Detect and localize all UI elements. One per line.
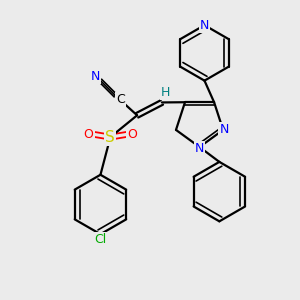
Text: O: O — [127, 128, 137, 141]
Text: C: C — [116, 93, 125, 106]
Text: O: O — [84, 128, 94, 141]
Text: Cl: Cl — [94, 233, 106, 246]
Text: H: H — [161, 86, 170, 99]
Text: S: S — [106, 130, 115, 145]
Text: N: N — [91, 70, 100, 83]
Text: N: N — [195, 142, 204, 154]
Text: N: N — [200, 19, 209, 32]
Text: N: N — [219, 123, 229, 136]
